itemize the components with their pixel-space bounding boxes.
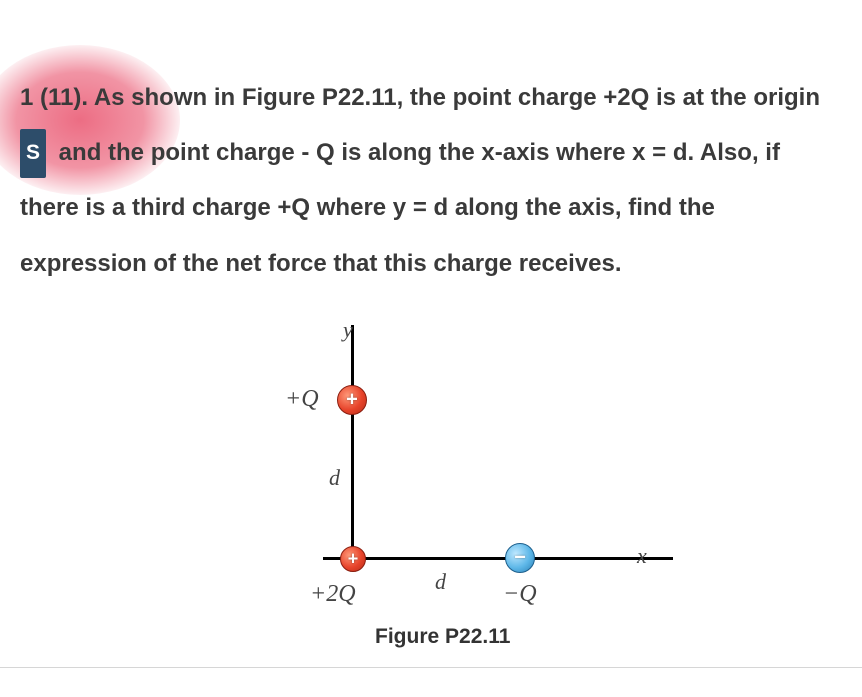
problem-statement: 1 (11). As shown in Figure P22.11, the p… <box>20 70 832 291</box>
minus-icon: − <box>514 548 526 568</box>
charge-plus-2q-label: +2Q <box>310 581 356 608</box>
charge-plus-q-label: +Q <box>285 386 319 413</box>
s-badge: S <box>20 129 46 178</box>
charge-minus-q-label: −Q <box>503 581 537 608</box>
problem-line3: there is a third charge +Q where y = d a… <box>20 194 715 221</box>
y-axis <box>351 325 354 559</box>
charge-minus-q: − <box>505 543 535 573</box>
divider-line <box>0 667 862 668</box>
charge-plus-q: + <box>337 385 367 415</box>
figure-p22-11: y x d d + +Q + +2Q − −Q Figure P22.11 <box>265 325 685 655</box>
problem-line2: and the point charge - Q is along the x-… <box>52 139 780 166</box>
x-axis <box>323 557 673 560</box>
problem-line4: expression of the net force that this ch… <box>20 250 622 277</box>
x-axis-label: x <box>637 543 647 569</box>
y-axis-label: y <box>343 317 353 343</box>
figure-caption: Figure P22.11 <box>375 625 510 649</box>
plus-icon: + <box>346 390 358 410</box>
plus-icon: + <box>348 550 359 568</box>
d-label-x: d <box>435 569 446 595</box>
problem-number: 1 (11). <box>20 84 88 111</box>
d-label-y: d <box>329 465 340 491</box>
charge-plus-2q: + <box>340 546 366 572</box>
problem-line1: As shown in Figure P22.11, the point cha… <box>88 84 820 111</box>
